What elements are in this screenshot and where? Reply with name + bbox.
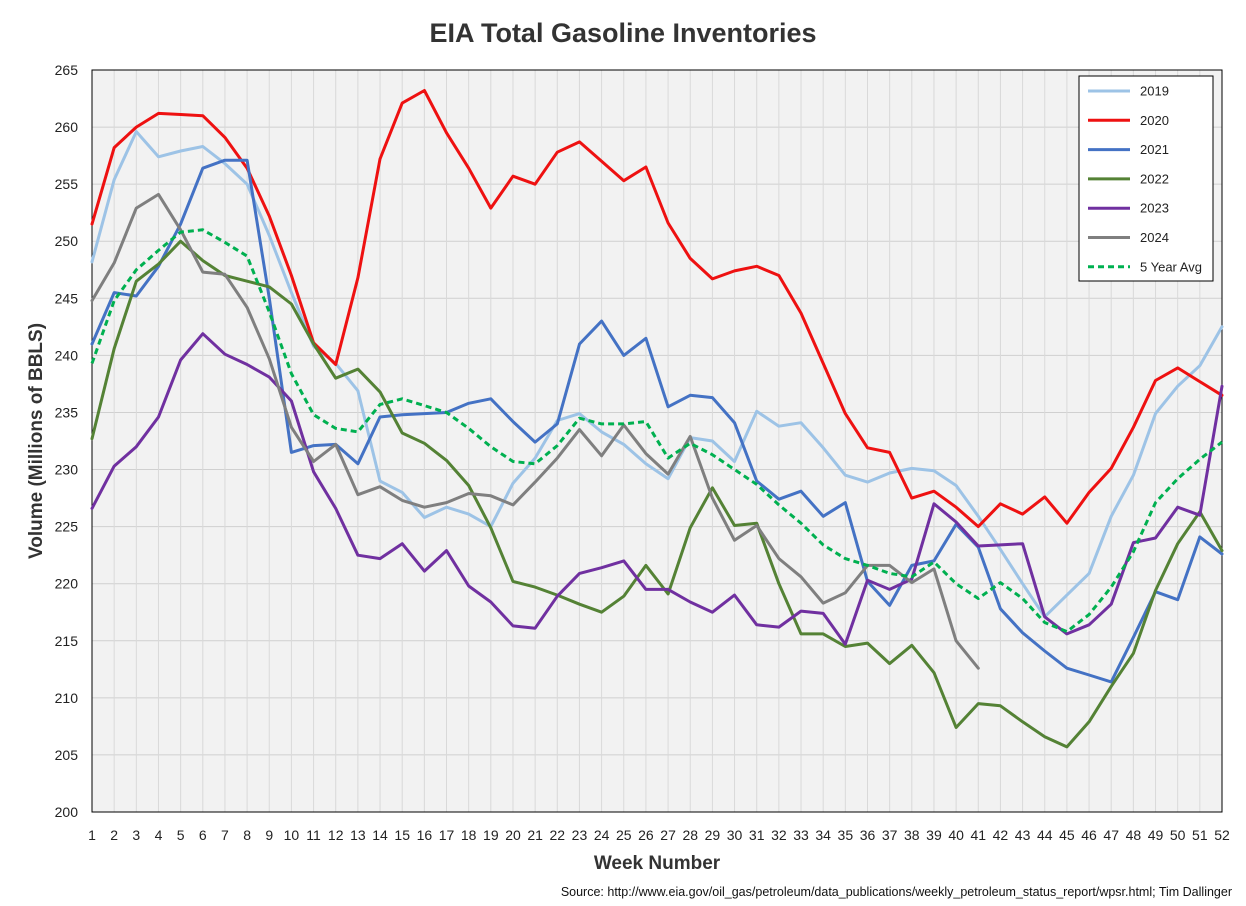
x-tick-label: 44 <box>1037 827 1053 843</box>
x-tick-label: 26 <box>638 827 654 843</box>
y-tick-label: 250 <box>55 233 79 249</box>
series-line-5-year-avg <box>90 228 1223 634</box>
legend-label: 2019 <box>1140 84 1169 99</box>
x-tick-label: 20 <box>505 827 521 843</box>
x-axis-label: Week Number <box>594 853 721 874</box>
source-note: Source: http://www.eia.gov/oil_gas/petro… <box>561 885 1232 899</box>
x-tick-label: 33 <box>793 827 809 843</box>
x-tick-label: 19 <box>483 827 499 843</box>
x-tick-label: 4 <box>155 827 163 843</box>
x-tick-label: 47 <box>1103 827 1119 843</box>
y-tick-label: 205 <box>55 747 79 763</box>
x-tick-label: 41 <box>970 827 986 843</box>
legend: 2019 2020 2021 2022 2023 2024 5 Year Avg <box>1078 75 1214 282</box>
plot-border <box>91 69 1223 813</box>
y-tick-label: 240 <box>55 347 79 363</box>
x-tick-label: 23 <box>572 827 588 843</box>
x-tick-label: 17 <box>439 827 455 843</box>
x-tick-label: 24 <box>594 827 610 843</box>
chart-title: EIA Total Gasoline Inventories <box>429 18 816 48</box>
x-tick-label: 21 <box>527 827 543 843</box>
series-line-2019 <box>90 130 1224 619</box>
x-tick-label: 52 <box>1214 827 1230 843</box>
x-tick-label: 50 <box>1170 827 1186 843</box>
x-tick-label: 32 <box>771 827 787 843</box>
y-tick-label: 235 <box>55 404 79 420</box>
x-tick-labels: 1 2 3 4 5 6 7 8 9 10 11 12 13 14 15 16 17 18 19 20 21 22 23 24 2… <box>88 827 1230 843</box>
x-tick-label: 45 <box>1059 827 1075 843</box>
x-tick-label: 12 <box>328 827 344 843</box>
series-lines <box>90 89 1224 749</box>
x-tick-label: 9 <box>265 827 273 843</box>
x-tick-label: 36 <box>860 827 876 843</box>
x-tick-label: 34 <box>815 827 831 843</box>
x-tick-label: 43 <box>1015 827 1031 843</box>
x-tick-label: 46 <box>1081 827 1097 843</box>
x-tick-label: 15 <box>394 827 410 843</box>
x-tick-label: 18 <box>461 827 477 843</box>
x-tick-label: 7 <box>221 827 229 843</box>
y-tick-label: 230 <box>55 462 79 478</box>
x-tick-label: 30 <box>727 827 743 843</box>
y-tick-label: 225 <box>55 519 79 535</box>
x-tick-label: 14 <box>372 827 388 843</box>
x-tick-label: 11 <box>306 827 321 843</box>
x-tick-label: 1 <box>88 827 96 843</box>
x-tick-label: 27 <box>660 827 676 843</box>
y-tick-label: 215 <box>55 633 79 649</box>
x-tick-label: 5 <box>177 827 185 843</box>
y-tick-label: 245 <box>55 290 79 306</box>
x-tick-label: 8 <box>243 827 251 843</box>
x-tick-label: 39 <box>926 827 942 843</box>
legend-label: 2020 <box>1140 113 1169 128</box>
y-tick-label: 220 <box>55 576 79 592</box>
y-tick-label: 260 <box>55 119 79 135</box>
series-line-2022 <box>90 239 1224 749</box>
y-axis-label: Volume (Millions of BBLS) <box>26 323 47 559</box>
y-tick-labels: 200 205 210 215 220 225 230 235 240 245 250 255 260 2… <box>55 62 79 820</box>
series-line-2021 <box>90 158 1224 684</box>
legend-label: 2022 <box>1140 171 1169 186</box>
x-tick-label: 3 <box>132 827 140 843</box>
x-tick-label: 35 <box>838 827 854 843</box>
y-tick-label: 200 <box>55 804 79 820</box>
x-tick-label: 49 <box>1148 827 1164 843</box>
x-tick-label: 13 <box>350 827 366 843</box>
series-line-2024 <box>90 192 980 670</box>
y-tick-label: 255 <box>55 176 79 192</box>
x-tick-label: 2 <box>110 827 118 843</box>
x-tick-label: 51 <box>1192 827 1208 843</box>
legend-label: 2021 <box>1140 142 1169 157</box>
x-tick-label: 31 <box>749 827 765 843</box>
series-line-2020 <box>90 89 1224 529</box>
x-tick-label: 38 <box>904 827 920 843</box>
legend-label: 5 Year Avg <box>1140 259 1202 274</box>
x-tick-label: 42 <box>993 827 1009 843</box>
x-tick-label: 28 <box>682 827 698 843</box>
x-tick-label: 25 <box>616 827 632 843</box>
x-tick-label: 6 <box>199 827 207 843</box>
y-tick-label: 210 <box>55 690 79 706</box>
legend-label: 2023 <box>1140 201 1169 216</box>
x-tick-label: 29 <box>705 827 721 843</box>
x-tick-label: 40 <box>948 827 964 843</box>
x-tick-label: 37 <box>882 827 898 843</box>
x-tick-label: 22 <box>550 827 566 843</box>
x-tick-label: 16 <box>417 827 433 843</box>
y-tick-label: 265 <box>55 62 79 78</box>
legend-label: 2024 <box>1140 230 1169 245</box>
x-tick-label: 10 <box>284 827 300 843</box>
x-tick-label: 48 <box>1126 827 1142 843</box>
